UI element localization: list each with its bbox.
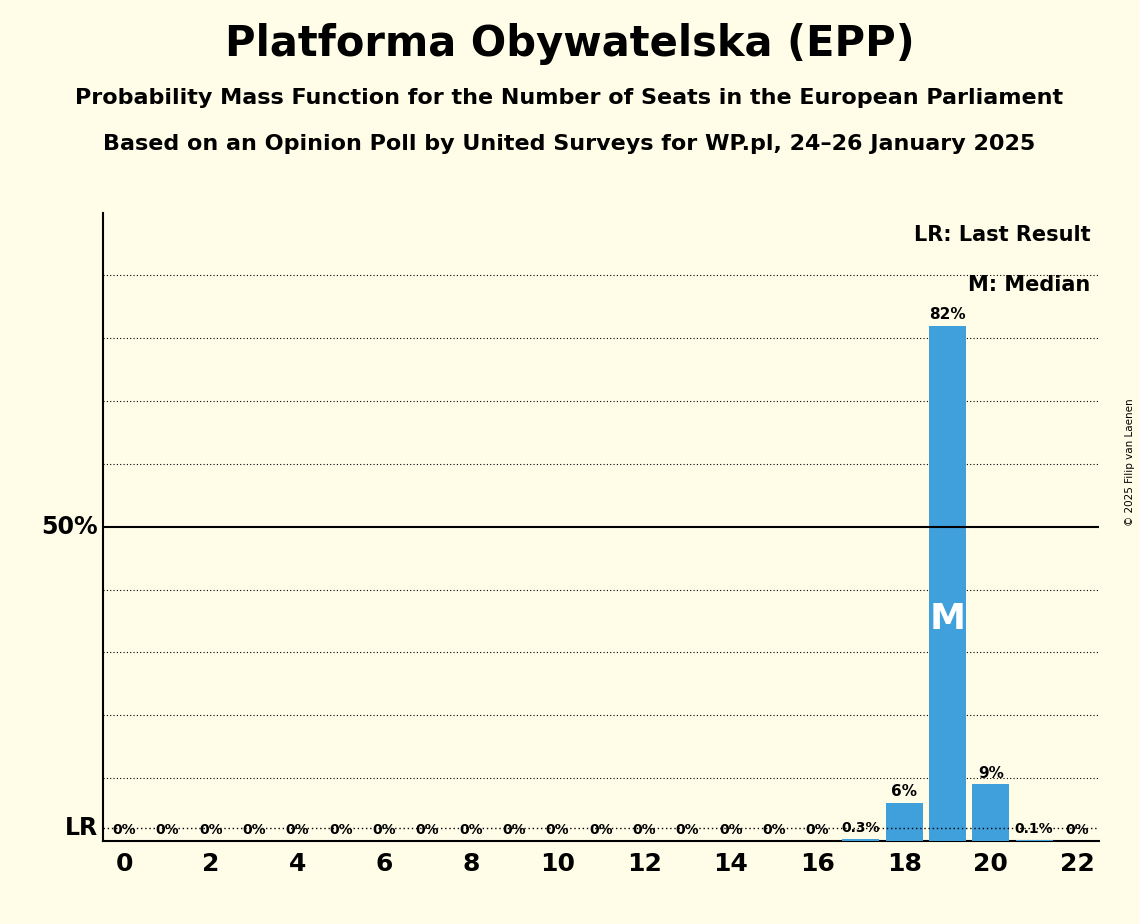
Text: 0%: 0%	[416, 823, 440, 837]
Text: M: Median: M: Median	[968, 275, 1090, 296]
Text: 50%: 50%	[41, 515, 98, 539]
Text: 0%: 0%	[372, 823, 396, 837]
Text: 0%: 0%	[1066, 823, 1089, 837]
Text: 0%: 0%	[329, 823, 353, 837]
Text: © 2025 Filip van Laenen: © 2025 Filip van Laenen	[1125, 398, 1134, 526]
Text: 6%: 6%	[891, 784, 917, 799]
Text: 0%: 0%	[719, 823, 743, 837]
Text: 0.1%: 0.1%	[1015, 822, 1054, 836]
Text: 0%: 0%	[113, 823, 136, 837]
Text: 0%: 0%	[243, 823, 267, 837]
Text: 0%: 0%	[286, 823, 310, 837]
Text: 0%: 0%	[156, 823, 179, 837]
Text: 0%: 0%	[805, 823, 829, 837]
Text: 9%: 9%	[978, 765, 1003, 781]
Text: LR: Last Result: LR: Last Result	[913, 225, 1090, 245]
Text: Probability Mass Function for the Number of Seats in the European Parliament: Probability Mass Function for the Number…	[75, 88, 1064, 108]
Text: 0%: 0%	[762, 823, 786, 837]
Text: M: M	[929, 602, 966, 637]
Text: 82%: 82%	[929, 307, 966, 322]
Text: 0%: 0%	[459, 823, 483, 837]
Text: 0%: 0%	[632, 823, 656, 837]
Text: 0%: 0%	[546, 823, 570, 837]
Bar	[886, 803, 923, 841]
Text: Platforma Obywatelska (EPP): Platforma Obywatelska (EPP)	[224, 23, 915, 65]
Text: 0.3%: 0.3%	[842, 821, 880, 835]
Bar	[973, 784, 1009, 841]
Text: 0%: 0%	[589, 823, 613, 837]
Text: 0%: 0%	[502, 823, 526, 837]
Bar	[843, 839, 879, 841]
Text: Based on an Opinion Poll by United Surveys for WP.pl, 24–26 January 2025: Based on an Opinion Poll by United Surve…	[104, 134, 1035, 154]
Text: LR: LR	[65, 816, 98, 840]
Bar	[929, 325, 966, 841]
Text: 0%: 0%	[675, 823, 699, 837]
Text: 0%: 0%	[199, 823, 222, 837]
